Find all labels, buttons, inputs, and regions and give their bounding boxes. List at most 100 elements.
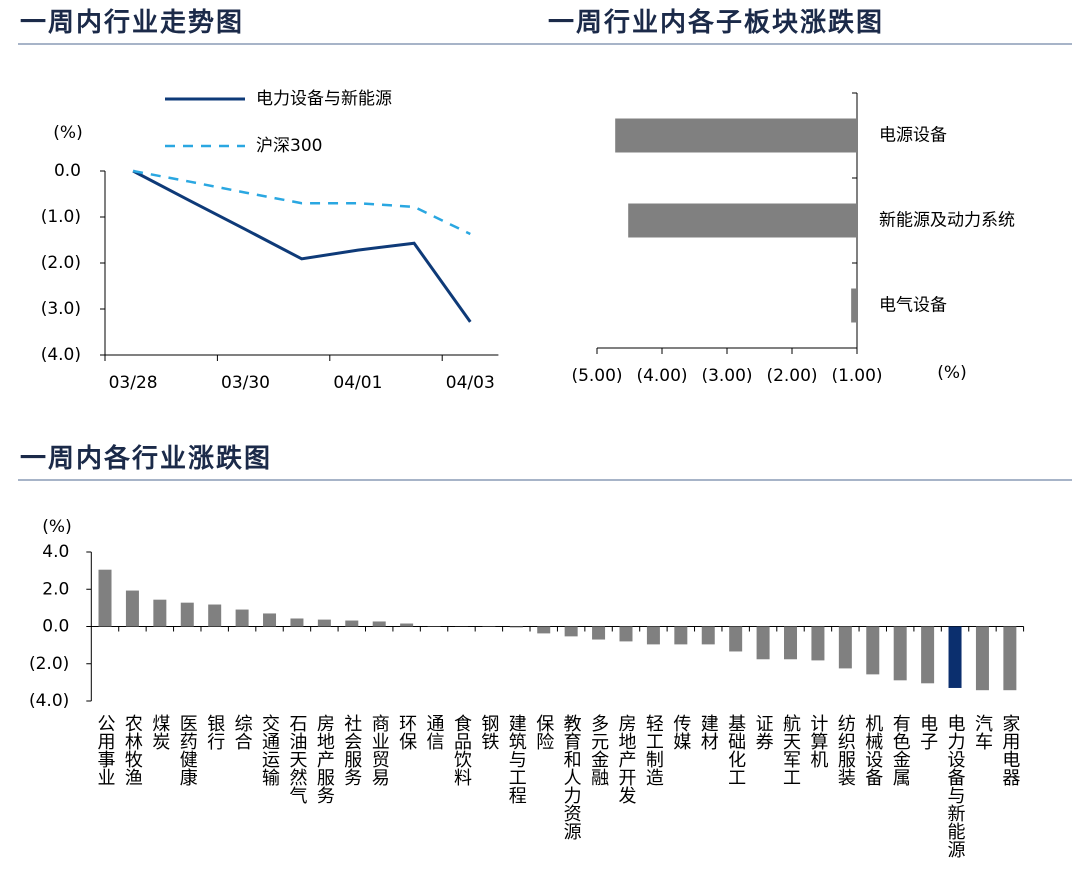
bar bbox=[646, 626, 660, 645]
x-tick-label: 房地产开发 bbox=[615, 714, 636, 804]
bar bbox=[98, 569, 112, 627]
x-tick-label: 传媒 bbox=[670, 714, 691, 750]
y-tick-label: (1.0) bbox=[41, 207, 81, 227]
x-tick-label: 04/01 bbox=[333, 373, 382, 393]
y-tick-label: (4.0) bbox=[29, 691, 69, 711]
series-line bbox=[132, 169, 471, 236]
y-tick-label: (2.0) bbox=[41, 253, 81, 273]
bar bbox=[619, 626, 633, 642]
x-tick-label: (2.00) bbox=[766, 366, 817, 386]
x-tick-label: 纺织服装 bbox=[835, 714, 856, 786]
bar bbox=[1003, 626, 1017, 691]
legend-label: 电力设备与新能源 bbox=[256, 89, 392, 109]
y-tick-label: 0.0 bbox=[54, 161, 81, 181]
x-tick-label: (4.00) bbox=[636, 366, 687, 386]
bar bbox=[784, 626, 798, 660]
y-tick-label: (2.0) bbox=[29, 654, 69, 674]
x-tick-label: 公用事业 bbox=[95, 714, 116, 786]
y-tick-label: 0.0 bbox=[42, 617, 69, 637]
bar bbox=[592, 626, 606, 640]
x-tick-label: 煤炭 bbox=[149, 714, 170, 750]
x-tick-label: 电力设备与新能源 bbox=[945, 714, 966, 859]
x-tick-label: 轻工制造 bbox=[643, 714, 664, 786]
y-tick-label: 电气设备 bbox=[879, 296, 947, 316]
y-axis-label: (%) bbox=[53, 123, 82, 143]
bar bbox=[851, 288, 857, 323]
x-tick-label: 04/03 bbox=[446, 373, 495, 393]
x-tick-label: 社会服务 bbox=[341, 714, 362, 786]
x-tick-label: 交通运输 bbox=[259, 714, 280, 787]
bar bbox=[400, 623, 414, 627]
bar bbox=[615, 118, 857, 153]
x-tick-label: 农林牧渔 bbox=[122, 714, 143, 786]
bar bbox=[509, 626, 523, 628]
bar bbox=[866, 626, 880, 675]
bar bbox=[153, 599, 167, 627]
section-title: 一周内各行业涨跌图 bbox=[20, 443, 272, 474]
bar bbox=[125, 590, 139, 627]
x-tick-label: (1.00) bbox=[831, 366, 882, 386]
x-tick-label: 建材 bbox=[698, 714, 719, 750]
x-tick-label: (3.00) bbox=[701, 366, 752, 386]
y-tick-label: 2.0 bbox=[42, 579, 69, 599]
bar bbox=[756, 626, 770, 660]
bar bbox=[921, 626, 935, 684]
bar bbox=[290, 618, 304, 627]
y-tick-label: 4.0 bbox=[42, 542, 69, 562]
y-axis-label: (%) bbox=[42, 517, 71, 537]
x-tick-label: 食品饮料 bbox=[451, 714, 472, 786]
x-tick-label: 钢铁 bbox=[478, 714, 499, 750]
series-line bbox=[132, 169, 472, 323]
y-tick-label: 电源设备 bbox=[879, 126, 947, 146]
x-tick-label: 有色金属 bbox=[890, 714, 911, 786]
bar bbox=[180, 602, 194, 627]
bar bbox=[208, 604, 222, 627]
bar bbox=[948, 626, 962, 688]
bar bbox=[564, 626, 578, 637]
x-tick-label: 多元金融 bbox=[588, 714, 609, 786]
x-tick-label: 保险 bbox=[533, 714, 554, 750]
bar bbox=[811, 626, 825, 661]
bar bbox=[975, 626, 989, 691]
x-tick-label: 环保 bbox=[396, 714, 417, 750]
section-title: 一周行业内各子板块涨跌图 bbox=[548, 7, 884, 38]
x-tick-label: 银行 bbox=[204, 714, 225, 750]
bar bbox=[235, 609, 249, 627]
x-tick-label: 教育和人力资源 bbox=[561, 714, 582, 841]
bar bbox=[317, 619, 331, 627]
bar bbox=[537, 626, 551, 634]
x-axis-label: (%) bbox=[937, 363, 966, 383]
bar bbox=[701, 626, 715, 645]
bar bbox=[674, 626, 688, 645]
x-tick-label: 综合 bbox=[232, 714, 253, 750]
x-tick-label: 商业贸易 bbox=[369, 714, 390, 787]
x-tick-label: 基础化工 bbox=[725, 714, 746, 786]
y-tick-label: (3.0) bbox=[41, 299, 81, 319]
y-tick-label: 新能源及动力系统 bbox=[879, 211, 1015, 231]
x-tick-label: 03/28 bbox=[109, 373, 158, 393]
bar bbox=[893, 626, 907, 681]
x-tick-label: 03/30 bbox=[221, 373, 270, 393]
x-tick-label: 建筑与工程 bbox=[506, 714, 527, 804]
x-tick-label: 通信 bbox=[424, 714, 445, 750]
bar bbox=[628, 203, 857, 238]
x-tick-label: 石油天然气 bbox=[286, 714, 307, 804]
x-tick-label: 房地产服务 bbox=[314, 714, 335, 804]
x-tick-label: 医药健康 bbox=[177, 714, 198, 786]
x-tick-label: 机械设备 bbox=[862, 714, 883, 786]
bar bbox=[263, 613, 277, 627]
y-tick-label: (4.0) bbox=[41, 345, 81, 365]
x-tick-label: 电子 bbox=[917, 714, 938, 750]
x-tick-label: (5.00) bbox=[571, 366, 622, 386]
x-tick-label: 家用电器 bbox=[999, 714, 1020, 786]
x-tick-label: 汽车 bbox=[972, 714, 993, 750]
bar bbox=[838, 626, 852, 669]
section-title: 一周内行业走势图 bbox=[20, 7, 244, 38]
x-tick-label: 航天军工 bbox=[780, 714, 801, 786]
legend-label: 沪深300 bbox=[256, 136, 322, 156]
bar bbox=[345, 620, 359, 627]
x-tick-label: 证券 bbox=[753, 714, 774, 750]
x-tick-label: 计算机 bbox=[807, 714, 828, 768]
bar bbox=[729, 626, 743, 652]
